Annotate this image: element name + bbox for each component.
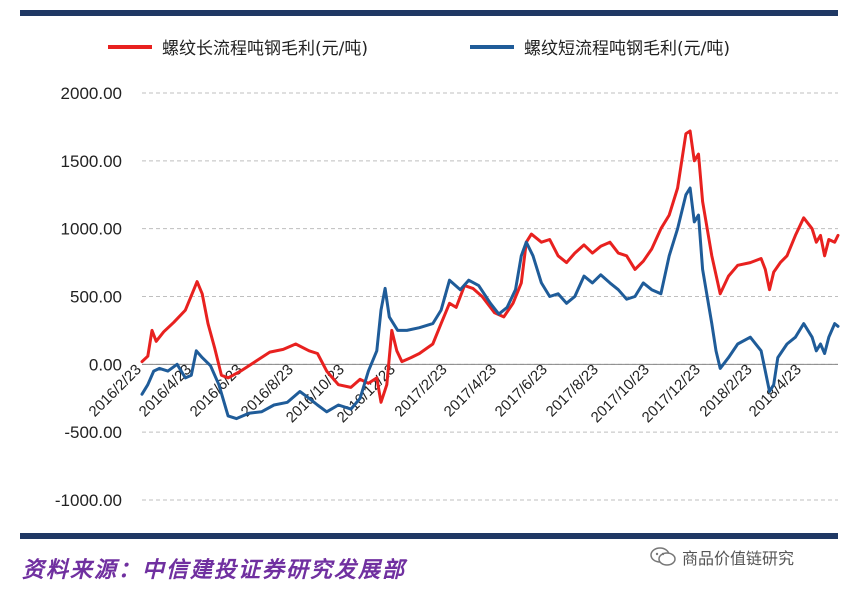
x-tick-label: 2016/6/23 xyxy=(187,361,246,420)
legend-item-short: 螺纹短流程吨钢毛利(元/吨) xyxy=(470,34,730,59)
x-tick-label: 2018/2/23 xyxy=(696,361,755,420)
bottom-rule xyxy=(20,533,838,539)
watermark: 商品价值链研究 xyxy=(650,545,794,569)
grid-lines xyxy=(142,92,838,501)
series-line-short xyxy=(140,186,840,421)
y-tick-label: 0.00 xyxy=(89,355,122,374)
series-lines xyxy=(140,129,840,421)
series-line-long xyxy=(140,129,840,404)
legend-item-long: 螺纹长流程吨钢毛利(元/吨) xyxy=(108,34,368,59)
wechat-icon xyxy=(650,547,676,566)
y-tick-label: -1000.00 xyxy=(55,491,122,510)
x-tick-label: 2017/6/23 xyxy=(492,361,551,420)
y-tick-label: 1000.00 xyxy=(61,220,122,239)
watermark-text: 商品价值链研究 xyxy=(682,549,795,568)
source-note: 资料来源：中信建投证券研究发展部 xyxy=(22,557,407,583)
legend-swatch-short xyxy=(470,44,514,49)
legend-label-long: 螺纹长流程吨钢毛利(元/吨) xyxy=(162,39,368,59)
x-tick-label: 2017/2/23 xyxy=(391,361,450,420)
legend-label-short: 螺纹短流程吨钢毛利(元/吨) xyxy=(524,39,730,59)
chart-legend: 螺纹长流程吨钢毛利(元/吨) 螺纹短流程吨钢毛利(元/吨) xyxy=(0,34,854,60)
x-tick-label: 2017/4/23 xyxy=(441,361,500,420)
y-tick-label: 500.00 xyxy=(70,288,122,307)
y-axis: 2000.00 1500.00 1000.00 500.00 0.00 -500.00 -1… xyxy=(55,84,122,510)
y-tick-label: 1500.00 xyxy=(61,152,122,171)
legend-swatch-long xyxy=(108,44,152,49)
y-tick-label: -500.00 xyxy=(64,423,122,442)
top-rule xyxy=(20,10,838,16)
y-tick-label: 2000.00 xyxy=(61,84,122,103)
